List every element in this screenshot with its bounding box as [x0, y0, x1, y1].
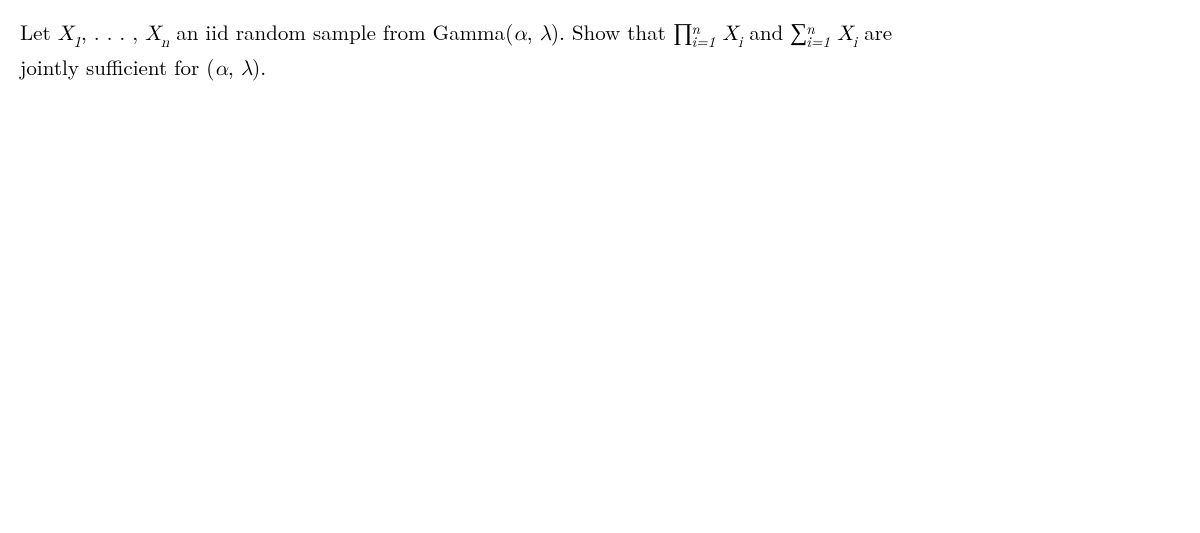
sub-n: n [161, 35, 169, 50]
sum-limits: ni=1 [806, 23, 830, 49]
var-x1: X [58, 24, 74, 45]
paren-close: ). [551, 17, 565, 47]
sum-symbol: ∑ [790, 14, 807, 48]
product-limits: ni=1 [691, 23, 715, 49]
text-dots: , . . . , [81, 17, 145, 47]
text-let: Let [20, 17, 58, 47]
sub-i-2: i [853, 35, 857, 50]
paren-open: ( [505, 17, 513, 47]
product-lower: i=1 [691, 36, 715, 49]
text-jointly: jointly sufficient for [20, 52, 206, 82]
alpha-2: α [214, 59, 227, 80]
problem-statement: Let X1, . . . , Xn an iid random sample … [20, 14, 1180, 86]
lambda: λ [540, 24, 551, 45]
var-xn: X [145, 24, 161, 45]
var-xi-1: X [715, 24, 738, 45]
text-gamma: Gamma [433, 17, 505, 47]
sub-1: 1 [73, 35, 81, 50]
var-xi-2: X [830, 24, 853, 45]
text-are: are [857, 17, 892, 47]
text-and: and [742, 17, 790, 47]
lambda-2: λ [241, 59, 252, 80]
alpha: α [513, 24, 526, 45]
comma: , [527, 17, 540, 47]
sum-lower: i=1 [806, 36, 830, 49]
text-iid: an iid random sample from [169, 17, 432, 47]
paren-close-2: ). [252, 52, 266, 82]
product-symbol: ∏ [673, 14, 693, 48]
comma-2: , [228, 52, 241, 82]
text-show: Show that [565, 17, 673, 47]
sub-i-1: i [738, 35, 742, 50]
